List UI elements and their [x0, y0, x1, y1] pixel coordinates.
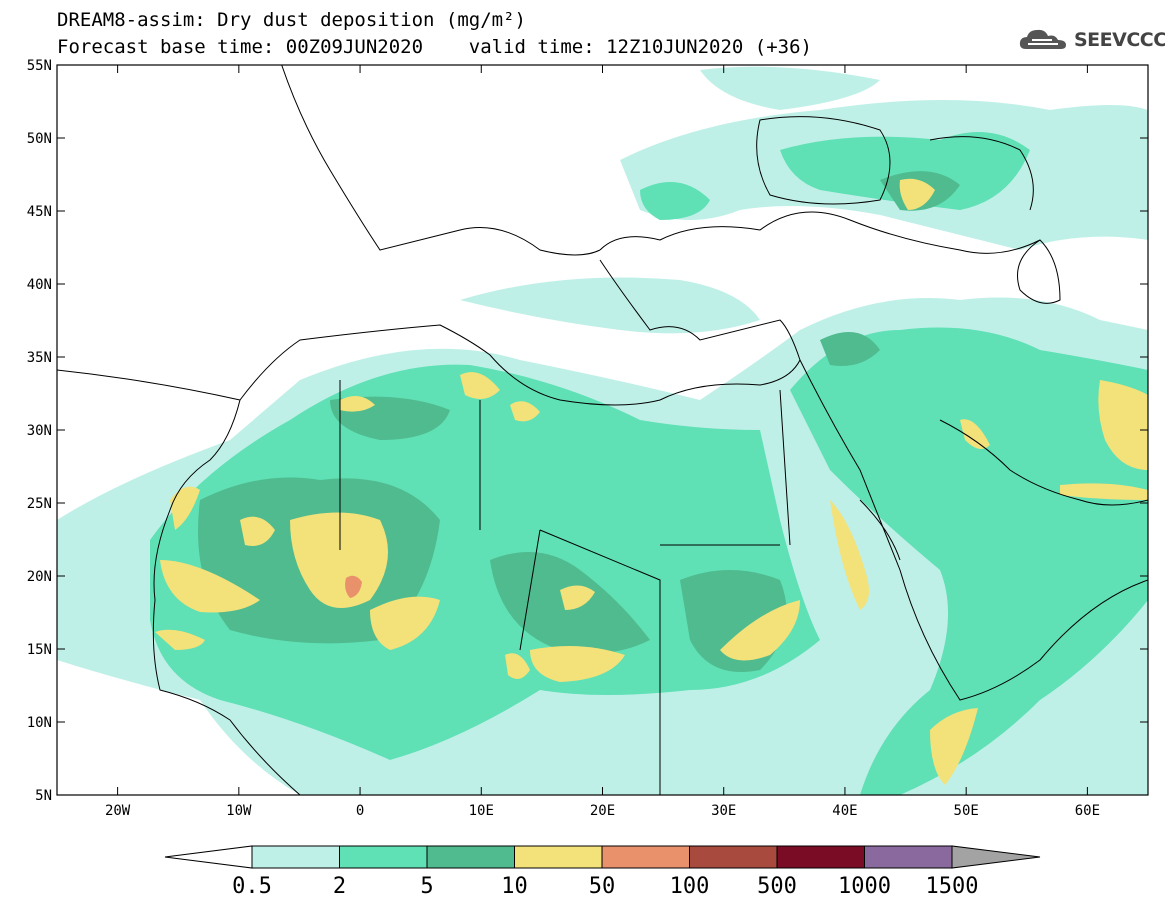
lon-tick-label: 40E	[832, 803, 857, 819]
lat-tick-label: 45N	[27, 204, 52, 220]
colorbar-left-arrow	[164, 845, 253, 869]
longitude-axis: 20W 10W 0 10E 20E 30E 40E 50E 60E	[105, 65, 1100, 819]
lat-tick-label: 50N	[27, 131, 52, 147]
colorbar-label: 0.5	[232, 874, 272, 899]
lon-tick-label: 30E	[711, 803, 736, 819]
lon-tick-label: 20W	[105, 803, 131, 819]
lon-tick-label: 10W	[226, 803, 252, 819]
colorbar-right-arrow	[951, 845, 1041, 869]
lat-tick-label: 10N	[27, 715, 52, 731]
dust-band-orange	[345, 575, 362, 598]
colorbar-segment	[251, 845, 340, 869]
logo-text: SEEVCCC	[1074, 29, 1165, 51]
colorbar-label: 50	[589, 874, 616, 899]
lat-tick-label: 30N	[27, 423, 52, 439]
colorbar-segment	[864, 845, 953, 869]
colorbar-segment	[339, 845, 428, 869]
dust-band-yellow	[155, 178, 1148, 785]
colorbar-segment	[426, 845, 515, 869]
colorbar-label: 2	[333, 874, 346, 899]
lon-tick-label: 0	[356, 803, 364, 819]
colorbar-label: 1000	[838, 874, 891, 899]
dust-band-green	[150, 132, 1148, 795]
colorbar-label: 10	[501, 874, 528, 899]
dust-field	[57, 66, 1148, 795]
lon-tick-label: 60E	[1075, 803, 1100, 819]
lon-tick-label: 50E	[954, 803, 979, 819]
colorbar	[164, 845, 1041, 869]
lat-tick-label: 5N	[35, 788, 52, 804]
colorbar-label: 5	[420, 874, 433, 899]
colorbar-segment	[514, 845, 603, 869]
coastlines	[57, 65, 1148, 795]
lat-tick-label: 15N	[27, 642, 52, 658]
colorbar-segment	[689, 845, 778, 869]
colorbar-label: 100	[670, 874, 710, 899]
map-title-line2: Forecast base time: 00Z09JUN2020 valid t…	[57, 36, 812, 58]
colorbar-label: 1500	[926, 874, 979, 899]
lat-tick-label: 35N	[27, 350, 52, 366]
map-title-line1: DREAM8-assim: Dry dust deposition (mg/m²…	[57, 9, 526, 31]
seevccc-logo: SEEVCCC	[1018, 27, 1165, 53]
lat-tick-label: 55N	[27, 58, 52, 74]
lat-tick-label: 40N	[27, 277, 52, 293]
cloud-logo-icon	[1019, 29, 1066, 49]
colorbar-segment	[601, 845, 690, 869]
lat-tick-label: 20N	[27, 569, 52, 585]
latitude-axis: 55N 50N 45N 40N 35N 30N 25N 20N 15N 10N 5N	[27, 58, 1148, 804]
lon-tick-label: 20E	[590, 803, 615, 819]
lon-tick-label: 10E	[469, 803, 494, 819]
colorbar-segment	[776, 845, 865, 869]
colorbar-labels: 0.5 2 5 10 50 100 500 1000 1500	[232, 874, 978, 899]
colorbar-label: 500	[757, 874, 797, 899]
lat-tick-label: 25N	[27, 496, 52, 512]
